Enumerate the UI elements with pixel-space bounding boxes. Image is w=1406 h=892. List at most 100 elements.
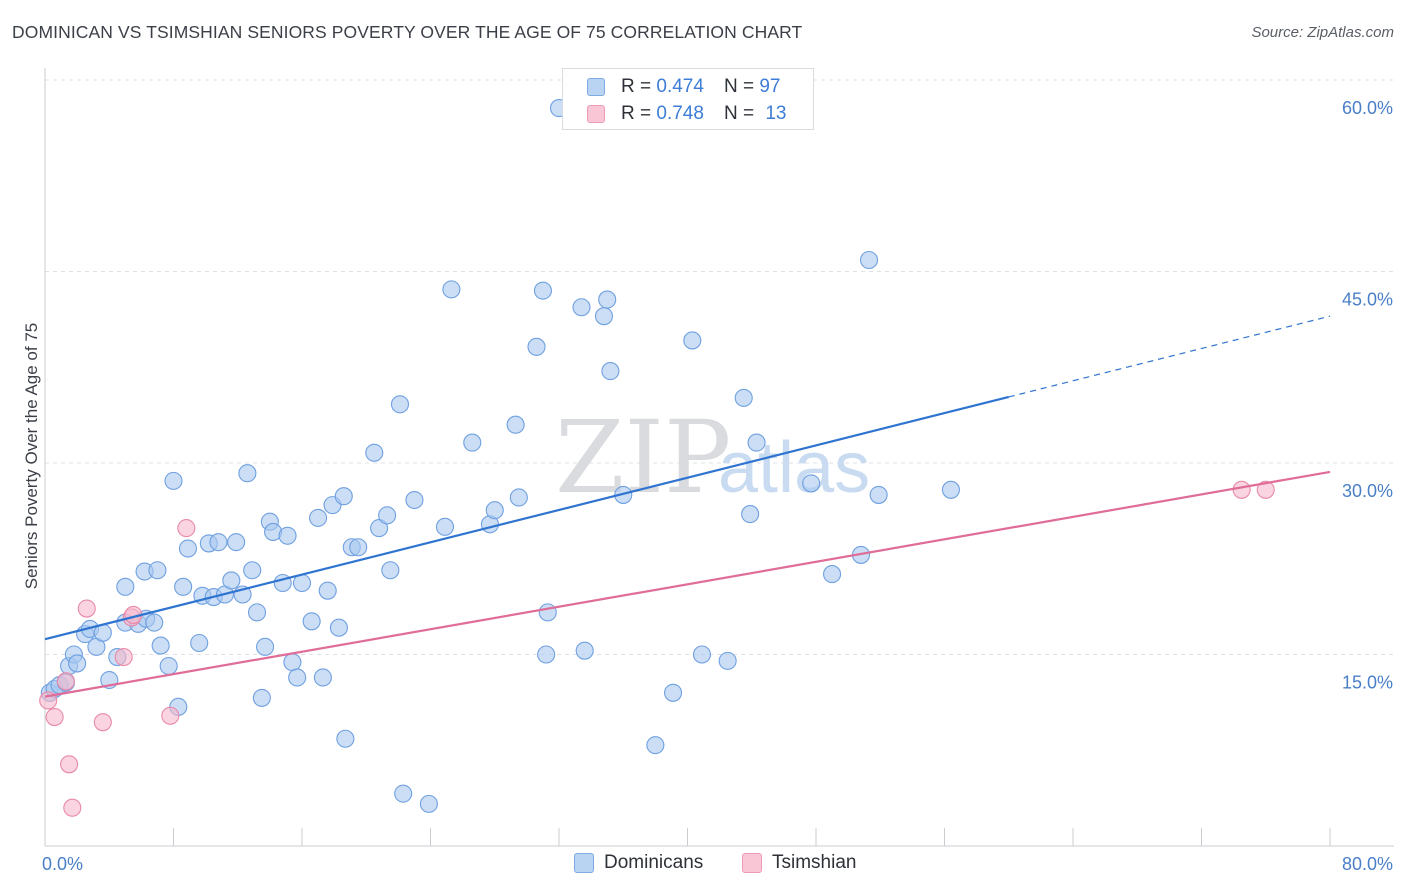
- tsimshian-point: [161, 706, 180, 725]
- dominican-point: [533, 281, 552, 300]
- tsimshian-point: [114, 648, 133, 667]
- dominican-point: [329, 618, 348, 637]
- watermark-atlas: atlas: [718, 428, 870, 508]
- dominican-point: [683, 331, 702, 350]
- dominican-point: [646, 736, 665, 755]
- tsimshian-point: [177, 519, 196, 538]
- legend-n-label: N =: [723, 103, 755, 124]
- dominican-point: [463, 433, 482, 452]
- dominican-point: [485, 501, 504, 520]
- dominican-point: [159, 656, 178, 676]
- dominican-point: [174, 577, 193, 596]
- y-axis-label: Seniors Poverty Over the Age of 75: [22, 323, 41, 589]
- legend-row-dominicans: R = 0.474 N = 97: [587, 74, 780, 100]
- tsimshian-trend-line: [44, 470, 1331, 698]
- x-tick-label: 80.0%: [1342, 854, 1393, 874]
- trend-lines: [44, 315, 1331, 698]
- series-legend: Dominicans Tsimshian: [0, 852, 1406, 876]
- dominican-trend-line: [44, 395, 1010, 641]
- dominican-point: [575, 641, 594, 660]
- dominican-point: [148, 561, 167, 580]
- y-tick-label: 45.0%: [1342, 290, 1393, 310]
- y-tick-label: 15.0%: [1342, 673, 1393, 693]
- dominican-point: [527, 337, 546, 356]
- axes: [44, 68, 1394, 847]
- legend-r-value: 0.474: [656, 76, 704, 97]
- dominican-point: [238, 464, 257, 483]
- dominican-point: [538, 603, 557, 622]
- dominican-point: [663, 683, 683, 702]
- dominican-point: [209, 533, 228, 552]
- dominican-point: [309, 508, 328, 527]
- dominican-point: [394, 784, 413, 803]
- source-label: Source: ZipAtlas.com: [1251, 24, 1394, 41]
- dominican-point: [601, 362, 620, 381]
- dominican-point: [256, 637, 275, 656]
- dominican-point: [506, 415, 525, 434]
- legend-r-label: R =: [621, 103, 652, 124]
- dominican-point: [190, 633, 209, 653]
- series-legend-label: Tsimshian: [772, 852, 857, 873]
- dominican-point: [734, 388, 753, 407]
- dominican-point: [283, 653, 302, 672]
- legend-n-value: 13: [765, 103, 787, 124]
- dominican-point: [802, 474, 821, 493]
- dominican-point: [572, 298, 591, 317]
- dominican-point: [741, 505, 760, 524]
- dominican-point: [243, 561, 262, 580]
- dominican-point: [178, 539, 198, 558]
- x-tick-label: 0.0%: [42, 854, 83, 874]
- dominican-point: [405, 490, 424, 510]
- dominican-point: [164, 471, 183, 490]
- dominican-point: [419, 794, 438, 813]
- y-tick-label: 60.0%: [1342, 98, 1393, 118]
- series-legend-tsimshian: Tsimshian: [742, 852, 856, 874]
- dominican-point: [116, 577, 135, 596]
- tsimshian-point: [60, 755, 79, 774]
- dominican-point: [859, 250, 879, 270]
- dominican-point: [222, 571, 241, 590]
- dominican-point: [302, 612, 321, 631]
- legend-r-value: 0.748: [656, 103, 704, 124]
- dominican-point: [381, 561, 400, 580]
- dominican-point: [390, 395, 410, 414]
- dominican-point: [718, 651, 737, 670]
- tsimshian-point: [1256, 480, 1275, 499]
- correlation-legend: R = 0.474 N = 97 R = 0.748 N = 13: [562, 68, 814, 130]
- dominican-point: [227, 533, 246, 552]
- legend-n-value: 97: [759, 76, 781, 97]
- legend-row-tsimshian: R = 0.748 N = 13: [587, 101, 786, 127]
- dominican-point: [278, 526, 297, 545]
- dominican-point: [823, 565, 842, 584]
- dominican-point: [378, 506, 397, 525]
- tick-labels: 15.0% 30.0% 45.0% 60.0% 0.0% 80.0%: [42, 98, 1393, 874]
- series-legend-label: Dominicans: [604, 852, 704, 873]
- dominican-point: [349, 538, 368, 557]
- watermark-zip: ZIP: [555, 399, 731, 516]
- tsimshian-point: [93, 713, 112, 732]
- dominican-point: [68, 654, 87, 673]
- dominican-point: [288, 668, 307, 687]
- dominican-point: [692, 645, 712, 664]
- series-swatch-blue: [574, 853, 594, 873]
- dominican-point: [598, 290, 617, 309]
- tsimshian-point: [1232, 480, 1251, 499]
- data-points: [39, 99, 1275, 817]
- dominican-point: [365, 443, 384, 462]
- tsimshian-point: [77, 599, 96, 618]
- dominican-point: [313, 668, 332, 687]
- watermark: ZIP atlas: [555, 399, 870, 516]
- legend-swatch-blue: [587, 78, 605, 96]
- dominican-point: [435, 517, 455, 536]
- legend-r-label: R =: [621, 76, 652, 97]
- tsimshian-point: [56, 672, 75, 691]
- dominican-point: [537, 645, 556, 664]
- dominican-point: [318, 581, 337, 600]
- dominican-point: [334, 487, 353, 506]
- dominican-point: [941, 480, 960, 499]
- dominican-point: [747, 433, 766, 452]
- y-tick-label: 30.0%: [1342, 481, 1393, 501]
- dominican-point: [336, 729, 355, 748]
- tsimshian-point: [45, 708, 64, 727]
